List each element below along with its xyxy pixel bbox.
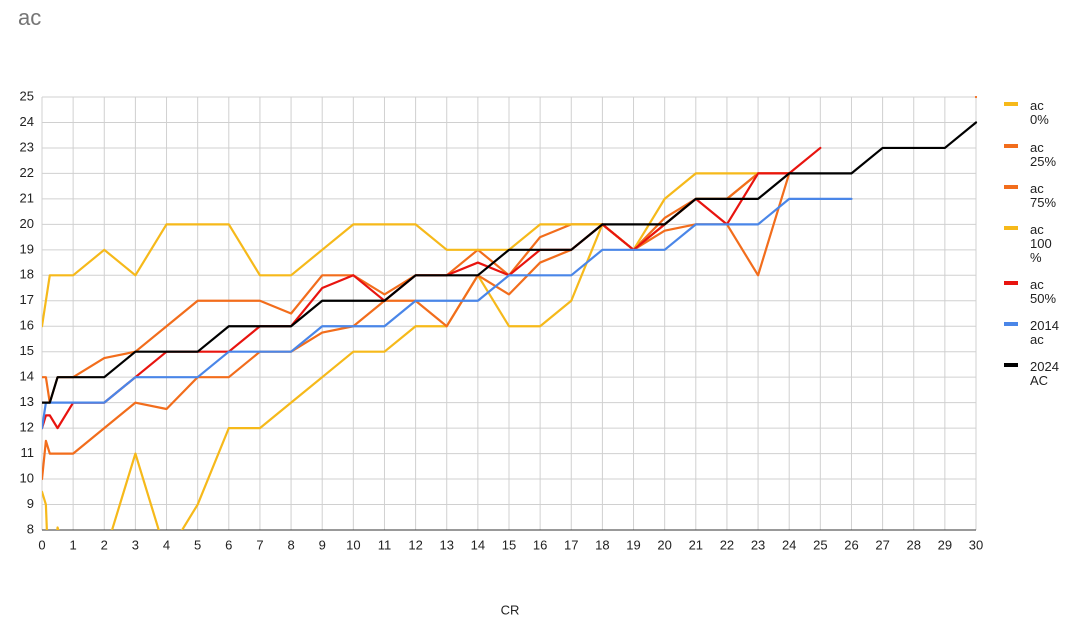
x-tick-label: 2 bbox=[101, 537, 108, 552]
x-tick-label: 27 bbox=[875, 537, 889, 552]
legend-swatch bbox=[1004, 226, 1018, 230]
legend-swatch bbox=[1004, 281, 1018, 285]
legend-swatch bbox=[1004, 185, 1018, 189]
series-line bbox=[42, 146, 822, 430]
y-tick-label: 25 bbox=[20, 88, 34, 103]
y-tick-label: 13 bbox=[20, 394, 34, 409]
x-tick-label: 3 bbox=[132, 537, 139, 552]
x-tick-label: 25 bbox=[813, 537, 827, 552]
legend-label: ac 0% bbox=[1030, 98, 1049, 127]
y-tick-label: 14 bbox=[20, 369, 34, 384]
y-tick-label: 19 bbox=[20, 241, 34, 256]
x-tick-label: 21 bbox=[689, 537, 703, 552]
legend-swatch bbox=[1004, 144, 1018, 148]
y-tick-label: 12 bbox=[20, 420, 34, 435]
legend-label: 2014 ac bbox=[1030, 318, 1059, 347]
x-tick-label: 23 bbox=[751, 537, 765, 552]
x-axis-label: CR bbox=[501, 602, 520, 617]
y-tick-label: 10 bbox=[20, 470, 34, 485]
x-tick-label: 13 bbox=[439, 537, 453, 552]
legend-label: 2024 AC bbox=[1030, 359, 1059, 388]
x-tick-label: 8 bbox=[287, 537, 294, 552]
x-tick-label: 12 bbox=[408, 537, 422, 552]
y-tick-label: 23 bbox=[20, 139, 34, 154]
x-tick-label: 16 bbox=[533, 537, 547, 552]
x-tick-label: 11 bbox=[378, 537, 392, 552]
x-tick-label: 17 bbox=[564, 537, 578, 552]
y-tick-label: 18 bbox=[20, 267, 34, 282]
y-tick-label: 11 bbox=[21, 445, 35, 460]
x-tick-label: 0 bbox=[38, 537, 45, 552]
x-tick-label: 5 bbox=[194, 537, 201, 552]
x-tick-label: 1 bbox=[70, 537, 77, 552]
series-line bbox=[42, 96, 978, 404]
x-tick-label: 24 bbox=[782, 537, 796, 552]
x-tick-label: 26 bbox=[844, 537, 858, 552]
y-tick-label: 8 bbox=[27, 521, 34, 536]
x-tick-label: 15 bbox=[502, 537, 516, 552]
y-tick-label: 9 bbox=[27, 496, 34, 511]
x-tick-label: 7 bbox=[256, 537, 263, 552]
y-tick-label: 22 bbox=[20, 165, 34, 180]
chart-title: ac bbox=[18, 5, 41, 30]
legend-label: ac 25% bbox=[1030, 140, 1057, 169]
x-tick-label: 18 bbox=[595, 537, 609, 552]
legend-swatch bbox=[1004, 102, 1018, 106]
series-line bbox=[42, 197, 853, 430]
legend-label: ac 75% bbox=[1030, 181, 1057, 210]
series-line bbox=[42, 121, 978, 404]
x-tick-label: 22 bbox=[720, 537, 734, 552]
x-tick-label: 20 bbox=[657, 537, 671, 552]
x-tick-label: 29 bbox=[938, 537, 952, 552]
legend-swatch bbox=[1004, 363, 1018, 367]
y-tick-label: 20 bbox=[20, 216, 34, 231]
x-tick-label: 10 bbox=[346, 537, 360, 552]
x-tick-label: 28 bbox=[906, 537, 920, 552]
x-tick-label: 14 bbox=[471, 537, 485, 552]
y-tick-label: 24 bbox=[20, 114, 34, 129]
y-tick-label: 15 bbox=[20, 343, 34, 358]
x-tick-label: 30 bbox=[969, 537, 983, 552]
y-tick-label: 17 bbox=[20, 292, 34, 307]
legend-label: ac 50% bbox=[1030, 277, 1057, 306]
plot-area bbox=[42, 96, 978, 530]
x-tick-label: 9 bbox=[319, 537, 326, 552]
legend-label: ac 100% bbox=[1030, 222, 1052, 265]
x-tick-label: 6 bbox=[225, 537, 232, 552]
y-tick-label: 21 bbox=[20, 190, 34, 205]
x-tick-label: 19 bbox=[626, 537, 640, 552]
x-tick-label: 4 bbox=[163, 537, 170, 552]
series-line bbox=[42, 172, 791, 481]
legend-swatch bbox=[1004, 322, 1018, 326]
y-tick-label: 16 bbox=[20, 318, 34, 333]
